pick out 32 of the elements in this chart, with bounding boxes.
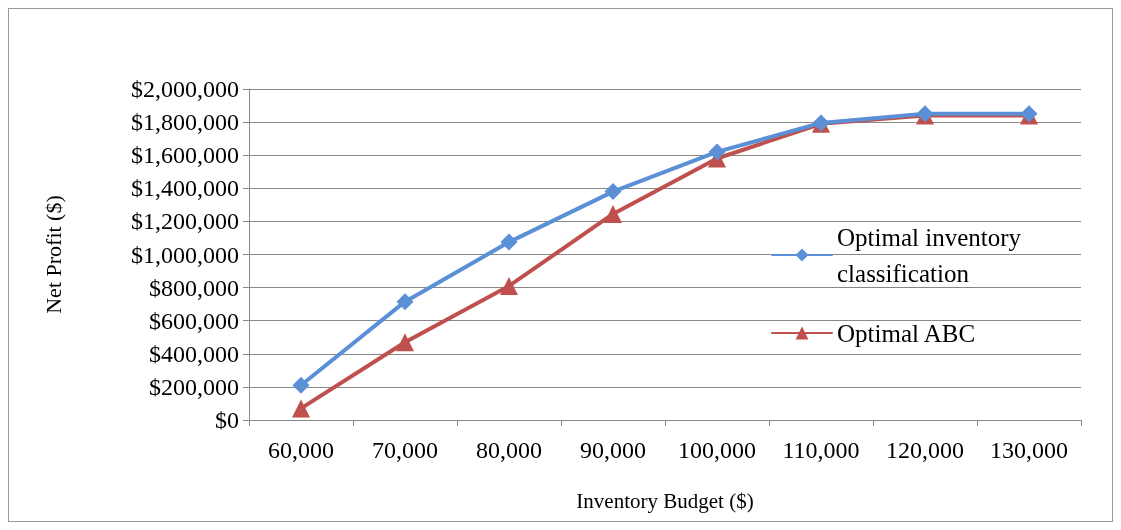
y-tick-label: $600,000 <box>149 307 239 334</box>
y-tick-label: $0 <box>215 407 239 433</box>
x-tick-label: 110,000 <box>782 437 860 463</box>
y-tick-label: $1,400,000 <box>131 175 239 202</box>
point <box>396 333 414 352</box>
y-tick-label: $1,000,000 <box>131 241 239 268</box>
y-tick-label: $400,000 <box>149 340 239 367</box>
point <box>604 183 622 201</box>
point <box>396 293 414 311</box>
point <box>604 204 622 223</box>
x-tick-label: 120,000 <box>886 437 964 463</box>
y-tick-label: $200,000 <box>149 373 239 400</box>
x-tick-label: 90,000 <box>580 437 646 463</box>
x-tick-label: 130,000 <box>990 437 1068 463</box>
y-tick-label: $800,000 <box>149 274 239 301</box>
y-tick-label: $1,800,000 <box>131 109 239 136</box>
y-tick-label: $1,600,000 <box>131 142 239 169</box>
legend-label: Optimal inventory classification <box>837 223 1028 287</box>
x-tick-label: 70,000 <box>372 437 438 463</box>
x-tick-label: 80,000 <box>476 437 542 463</box>
point <box>292 376 310 394</box>
legend-label: Optimal ABC <box>837 319 976 347</box>
point <box>500 233 518 251</box>
y-axis-title: Net Profit ($) <box>40 195 66 314</box>
point <box>292 399 310 418</box>
x-tick-label: 100,000 <box>678 437 756 463</box>
point <box>708 143 726 161</box>
x-tick-label: 60,000 <box>268 437 334 463</box>
y-tick-label: $1,200,000 <box>131 208 239 235</box>
y-tick-label: $2,000,000 <box>131 76 239 102</box>
point <box>500 276 518 295</box>
x-axis-title: Inventory Budget ($) <box>576 488 754 513</box>
